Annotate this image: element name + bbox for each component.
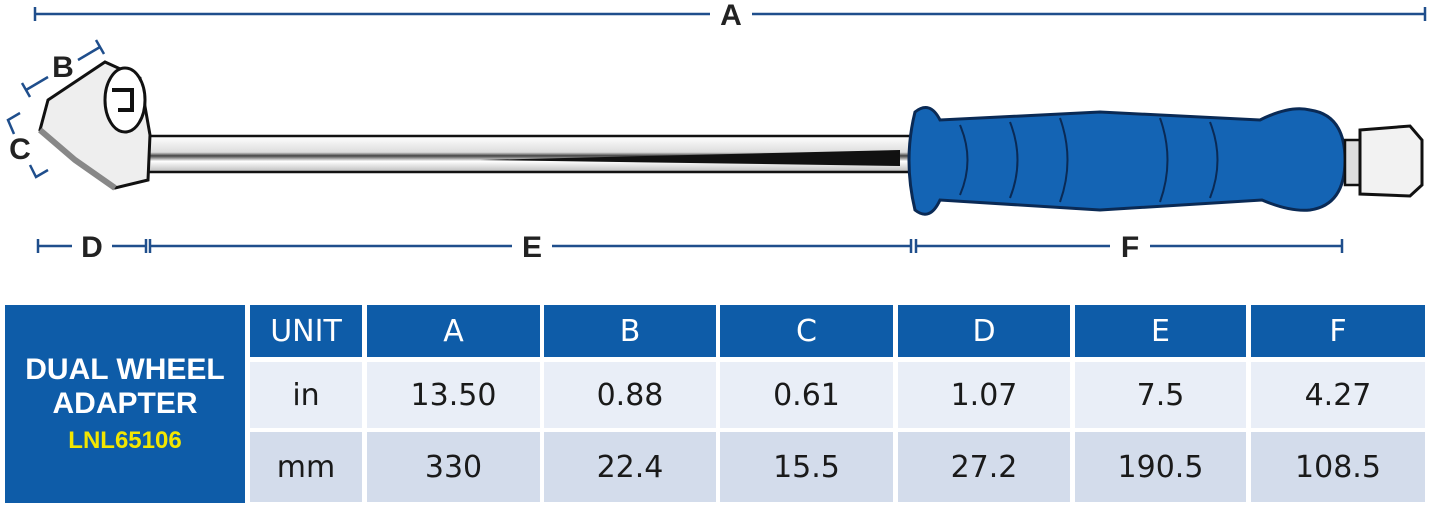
table-cell: 108.5 <box>1251 432 1425 502</box>
table-cell: 4.27 <box>1251 362 1425 428</box>
header-cell: F <box>1251 305 1425 357</box>
dimension-b <box>20 39 106 98</box>
table-cell: 0.61 <box>720 362 893 428</box>
label-a: A <box>720 0 742 32</box>
product-block: DUAL WHEEL ADAPTER LNL65106 <box>5 305 245 503</box>
header-cell: C <box>720 305 893 357</box>
dimension-c <box>6 111 49 179</box>
label-b: B <box>52 51 74 84</box>
header-cell: E <box>1075 305 1246 357</box>
header-cell: A <box>367 305 540 357</box>
diagram: A B C D E F <box>6 0 1427 264</box>
table-cell: 190.5 <box>1075 432 1246 502</box>
table-cell: 13.50 <box>367 362 540 428</box>
table-cell: 7.5 <box>1075 362 1246 428</box>
header-cell: B <box>544 305 716 357</box>
label-d: D <box>81 231 103 264</box>
label-e: E <box>522 231 542 264</box>
label-f: F <box>1121 231 1139 264</box>
dimension-def <box>36 239 1344 253</box>
table-cell: 0.88 <box>544 362 716 428</box>
table-cell: 27.2 <box>898 432 1070 502</box>
table-cell: in <box>250 362 362 428</box>
dimension-a <box>33 7 1427 21</box>
table-cell: 15.5 <box>720 432 893 502</box>
product-title: DUAL WHEEL ADAPTER <box>25 353 225 420</box>
product-code: LNL65106 <box>68 427 182 454</box>
table-cell: 1.07 <box>898 362 1070 428</box>
table-cell: 330 <box>367 432 540 502</box>
tool-illustration <box>38 60 1424 216</box>
header-cell: UNIT <box>250 305 362 357</box>
table-cell: 22.4 <box>544 432 716 502</box>
table-cell: mm <box>250 432 362 502</box>
header-cell: D <box>898 305 1070 357</box>
label-c: C <box>9 133 31 166</box>
